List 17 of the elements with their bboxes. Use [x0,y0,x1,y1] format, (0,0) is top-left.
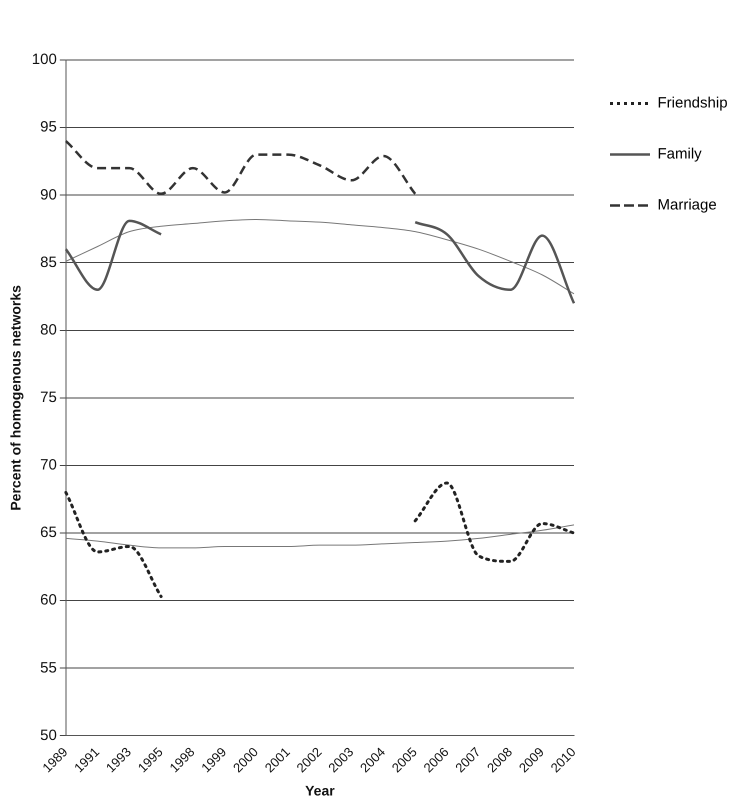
legend-label: Marriage [658,196,717,214]
legend-label: Friendship [658,94,728,112]
y-tick-label: 100 [32,51,57,68]
y-tick-label: 75 [40,389,57,406]
y-tick-label: 95 [40,118,57,136]
y-tick-label: 85 [40,254,57,271]
y-tick-label: 65 [40,524,57,542]
x-axis-title: Year [305,782,336,798]
y-tick-label: 90 [40,186,57,204]
y-tick-label: 55 [40,659,57,676]
y-tick-label: 70 [40,456,57,474]
y-axis-title: Percent of homogenous networks [7,284,24,511]
y-tick-label: 50 [40,726,57,744]
y-tick-label: 80 [40,321,57,338]
y-tick-label: 60 [40,592,57,609]
line-series [64,140,416,196]
legend-label: Family [658,146,702,163]
